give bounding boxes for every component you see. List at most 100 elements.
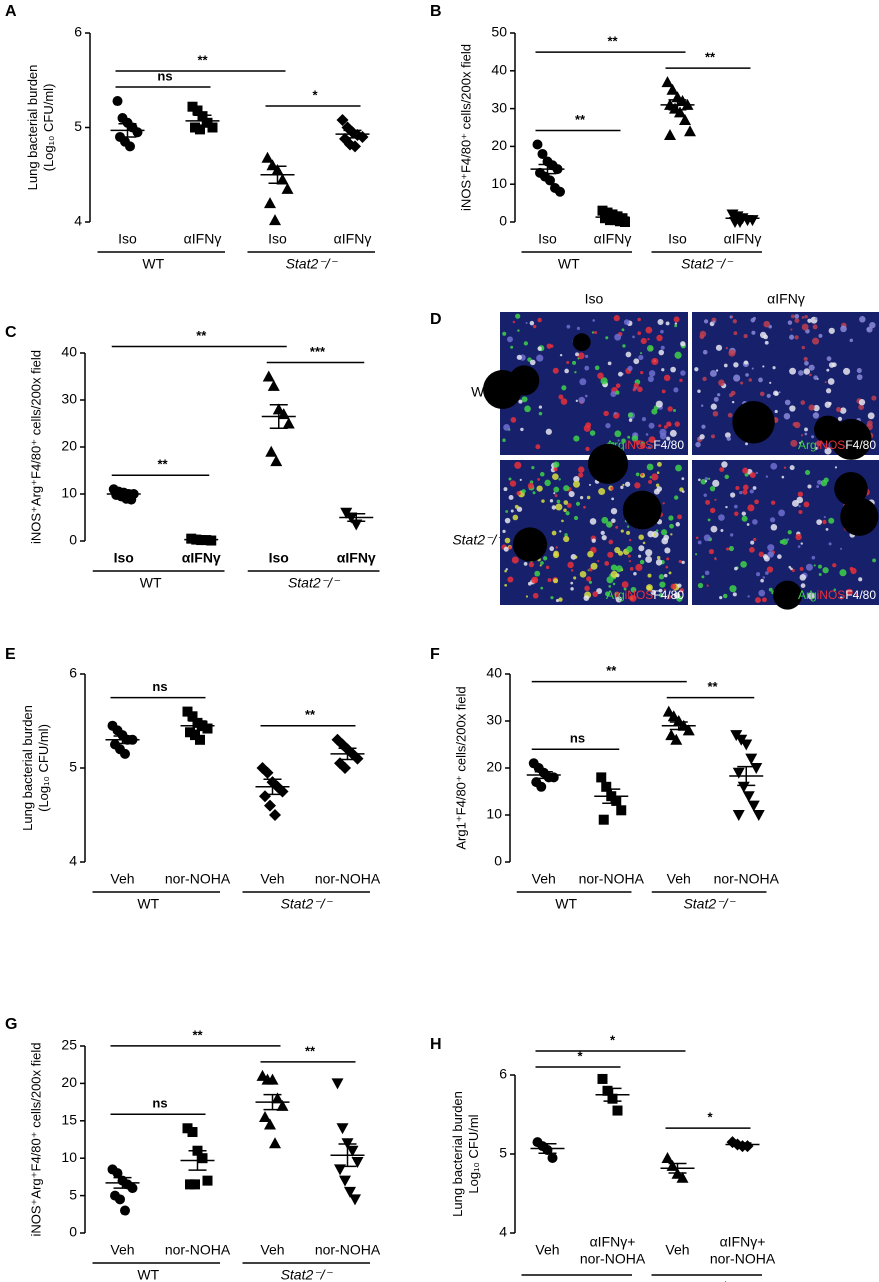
cell	[858, 577, 863, 582]
cell	[680, 341, 686, 347]
cell	[681, 560, 685, 565]
cell	[809, 373, 812, 377]
cell	[561, 385, 567, 391]
cell	[603, 410, 609, 417]
cell	[675, 464, 682, 472]
y-axis-label: iNOS⁺Arg⁺F4/80⁺ cells/200x field	[28, 1043, 43, 1237]
y-tick-label: 5	[499, 1145, 507, 1161]
cell	[867, 412, 875, 420]
data-point	[267, 379, 280, 391]
cell	[707, 477, 711, 480]
cell	[656, 486, 662, 492]
group-label: WT	[555, 896, 577, 912]
cell	[617, 371, 623, 377]
y-tick-label: 40	[486, 665, 502, 681]
cell	[679, 378, 683, 383]
cell	[697, 582, 704, 589]
cell	[566, 361, 570, 365]
cell	[551, 530, 557, 536]
cell	[570, 581, 574, 585]
data-point	[202, 723, 213, 734]
cell	[681, 477, 685, 481]
data-point	[336, 1123, 349, 1135]
cell	[617, 439, 620, 442]
cell	[639, 352, 643, 355]
cell	[606, 521, 613, 528]
cell	[587, 550, 594, 558]
cell	[754, 499, 759, 505]
x-tick-label: αIFNγ	[184, 231, 222, 247]
data-point	[667, 710, 680, 722]
stain-label: F4/80	[653, 438, 684, 452]
cell	[833, 588, 837, 592]
cell	[709, 370, 717, 377]
cell	[655, 400, 663, 408]
cell	[718, 514, 725, 521]
cell	[788, 565, 792, 569]
cell	[748, 378, 753, 382]
significance-label: ns	[157, 68, 172, 83]
cell	[732, 319, 737, 324]
data-point	[266, 1073, 279, 1085]
x-tick-label: nor-NOHA	[315, 1242, 381, 1258]
cell	[740, 381, 744, 385]
cell	[628, 560, 632, 563]
group-label: Stat2⁻/⁻	[281, 1267, 334, 1282]
cell	[804, 432, 808, 436]
cell	[702, 349, 708, 355]
cell	[756, 572, 761, 577]
data-point	[120, 748, 130, 759]
cell	[532, 324, 537, 329]
significance-label: *	[312, 87, 318, 102]
cell	[839, 569, 847, 577]
data-point	[350, 519, 363, 531]
cell	[774, 409, 778, 414]
x-tick-label: Iso	[114, 550, 134, 566]
cell	[717, 393, 721, 397]
cell	[555, 546, 558, 549]
cell	[647, 479, 653, 484]
significance-label: **	[607, 34, 618, 49]
cell	[537, 317, 542, 323]
cell	[614, 591, 620, 598]
cell	[703, 534, 711, 542]
cell	[680, 370, 686, 376]
cell	[666, 421, 672, 427]
cell	[767, 544, 775, 552]
cell	[743, 334, 748, 339]
cell	[538, 411, 543, 416]
cell	[556, 499, 561, 504]
cell	[573, 435, 580, 442]
cell	[808, 404, 815, 411]
cell	[825, 527, 829, 531]
y-tick-label: 15	[61, 1112, 77, 1128]
data-point	[349, 1194, 361, 1206]
cell	[651, 473, 659, 481]
cell	[584, 365, 590, 371]
y-tick-label: 6	[69, 665, 77, 681]
cell	[770, 500, 776, 505]
cell	[703, 319, 709, 324]
cell	[701, 404, 704, 407]
cell	[797, 545, 801, 548]
cell	[783, 412, 791, 420]
cell	[558, 597, 563, 602]
cell	[734, 511, 739, 516]
significance-label: **	[575, 112, 586, 127]
cell	[553, 467, 558, 472]
cell	[787, 530, 792, 535]
cell	[614, 333, 622, 341]
cell	[584, 585, 590, 592]
cell	[531, 466, 535, 470]
data-point	[740, 739, 753, 751]
cell	[798, 505, 801, 508]
data-point	[679, 113, 691, 125]
cell	[824, 447, 832, 455]
cell	[790, 328, 793, 331]
cell	[766, 393, 771, 398]
cell	[545, 565, 550, 570]
x-tick-label: αIFNγ	[594, 231, 632, 247]
cell	[751, 367, 754, 370]
cell	[532, 491, 536, 495]
cell	[803, 501, 810, 508]
